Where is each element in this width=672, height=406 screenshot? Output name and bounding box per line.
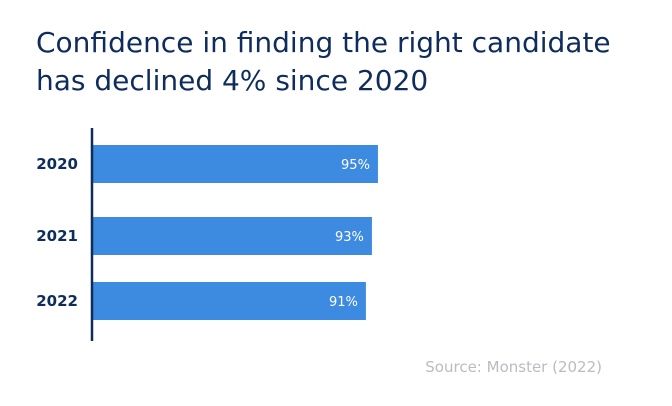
category-label-2022: 2022: [36, 292, 78, 310]
bar-2020: [92, 145, 378, 183]
chart-title-line-1: Confidence in finding the right candidat…: [36, 26, 611, 59]
source-note: Source: Monster (2022): [425, 358, 602, 376]
category-label-2020: 2020: [36, 155, 78, 173]
value-label-2020: 95%: [341, 158, 370, 173]
value-label-2022: 91%: [329, 295, 358, 310]
category-label-2021: 2021: [36, 227, 78, 245]
bar-2022: [92, 282, 366, 320]
chart-title: Confidence in finding the right candidat…: [36, 24, 646, 100]
bar-2021: [92, 217, 372, 255]
chart-title-line-2: has declined 4% since 2020: [36, 64, 429, 97]
value-label-2021: 93%: [335, 230, 364, 245]
